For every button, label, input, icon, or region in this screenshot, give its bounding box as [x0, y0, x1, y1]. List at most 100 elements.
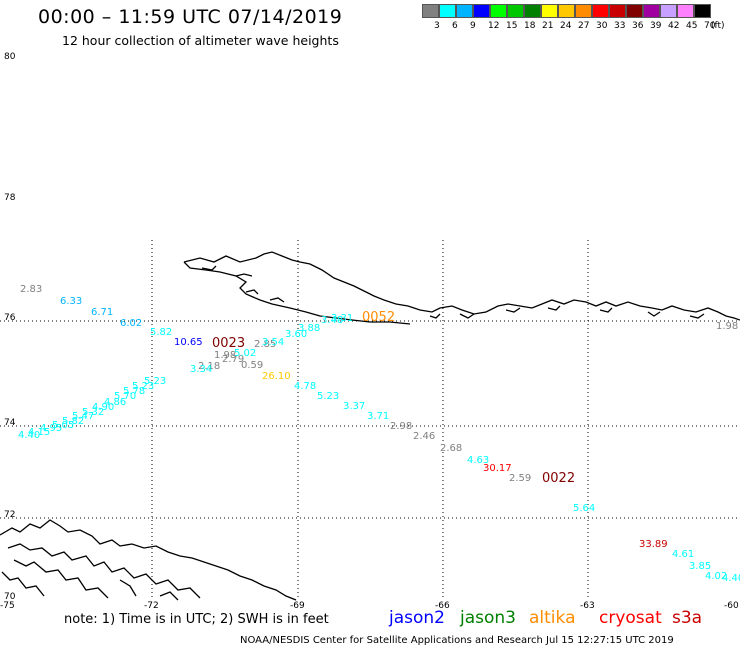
wave-height-value: 2.18 [198, 361, 220, 372]
latitude-label: 72 [4, 510, 16, 520]
scale-tick-label: 6 [452, 21, 458, 31]
longitude-label: -72 [144, 601, 159, 611]
satellite-legend-item: jason3 [460, 608, 516, 628]
wave-height-value: 4.15 [28, 427, 50, 438]
wave-height-value: 5.23 [144, 376, 166, 387]
wave-height-value: 5.47 [72, 411, 94, 422]
credit-line: NOAA/NESDIS Center for Satellite Applica… [240, 635, 674, 646]
scale-swatch [643, 4, 660, 18]
scale-swatch [592, 4, 609, 18]
wave-height-value: 3.34 [190, 364, 212, 375]
scale-tick-label: 15 [506, 21, 518, 31]
scale-tick-label: 27 [578, 21, 590, 31]
scale-swatch [422, 4, 439, 18]
wave-height-value: 3.37 [343, 401, 365, 412]
scale-tick-label: 36 [632, 21, 644, 31]
map-title: 00:00 – 11:59 UTC 07/14/2019 [38, 6, 343, 28]
scale-tick-label: 3 [434, 21, 440, 31]
longitude-label: -66 [435, 601, 450, 611]
wave-height-value: 5.82 [150, 327, 172, 338]
wave-height-observations: 2.836.336.716.025.8210.651.982.792.183.3… [18, 284, 740, 584]
cycle-labels: 0023 0052 0022 [212, 310, 575, 486]
scale-tick-label: 24 [560, 21, 572, 31]
wave-height-value: 5.82 [62, 416, 84, 427]
wave-height-value: 3.31 [331, 313, 353, 324]
map-subtitle: 12 hour collection of altimeter wave hei… [62, 33, 339, 48]
wave-height-value: 4.40 [722, 573, 740, 584]
wave-height-value: 2.68 [440, 443, 462, 454]
graticule [0, 240, 740, 600]
wave-height-value: 4.61 [672, 549, 694, 560]
scale-swatch [507, 4, 524, 18]
wave-height-value: 5.64 [573, 503, 595, 514]
wave-height-value: 3.88 [298, 323, 320, 334]
latitude-label: 78 [4, 193, 16, 203]
wave-height-value: 2.98 [390, 421, 412, 432]
wave-height-value: 5.05 [52, 420, 74, 431]
scale-swatch [490, 4, 507, 18]
wave-height-value: 10.65 [174, 337, 203, 348]
longitude-label: -60 [724, 601, 739, 611]
wave-height-value: 4.86 [104, 397, 126, 408]
wave-height-value: 3.71 [367, 411, 389, 422]
scale-swatch [575, 4, 592, 18]
scale-swatch [456, 4, 473, 18]
scale-tick-label: 42 [668, 21, 680, 31]
wave-height-value: 5.32 [82, 407, 104, 418]
cycle-label: 0052 [362, 310, 395, 325]
wave-height-value: 4.63 [467, 455, 489, 466]
wave-height-value: 33.89 [639, 539, 668, 550]
scale-tick-label: 9 [470, 21, 476, 31]
longitude-label: -63 [580, 601, 595, 611]
wave-height-value: 30.17 [483, 463, 512, 474]
wave-height-value: 6.71 [91, 307, 113, 318]
wave-height-value: 3.54 [262, 337, 284, 348]
wave-height-value: 5.70 [114, 391, 136, 402]
scale-tick-label: 12 [488, 21, 500, 31]
wave-height-value: 4.02 [705, 571, 727, 582]
scale-tick-label: 70 [704, 21, 716, 31]
scale-swatch [558, 4, 575, 18]
wave-height-value: 2.79 [222, 354, 244, 365]
latitude-label: 76 [4, 313, 16, 323]
wave-height-value: 3.48 [321, 315, 343, 326]
scale-tick-label: 30 [596, 21, 608, 31]
scale-swatch [677, 4, 694, 18]
scale-swatch [609, 4, 626, 18]
scale-unit: (ft) [711, 21, 725, 31]
footer-note: note: 1) Time is in UTC; 2) SWH is in fe… [64, 612, 329, 627]
wave-height-value: 6.33 [60, 296, 82, 307]
coastline [0, 251, 740, 601]
wave-height-value: 1.98 [716, 321, 738, 332]
latitude-label: 74 [4, 418, 16, 428]
wave-height-value: 5.23 [132, 381, 154, 392]
longitude-label: -69 [290, 601, 305, 611]
scale-tick-label: 33 [614, 21, 626, 31]
wave-height-value: 2.59 [509, 473, 531, 484]
scale-swatch [524, 4, 541, 18]
scale-tick-label: 39 [650, 21, 662, 31]
color-scale [422, 4, 728, 20]
wave-height-value: 3.60 [285, 329, 307, 340]
wave-height-value: 1.98 [214, 350, 236, 361]
satellite-legend-item: altika [529, 608, 576, 628]
wave-height-value: 4.40 [18, 430, 40, 441]
wave-height-value: 2.85 [254, 339, 276, 350]
wave-height-value: 3.85 [689, 561, 711, 572]
latitude-label: 70 [4, 592, 16, 602]
scale-swatch [439, 4, 456, 18]
wave-height-value: 26.10 [262, 371, 291, 382]
wave-height-value: 2.46 [413, 431, 435, 442]
satellite-legend-item: cryosat [599, 608, 662, 628]
scale-swatch [626, 4, 643, 18]
scale-swatch [660, 4, 677, 18]
wave-height-value: 0.59 [241, 360, 263, 371]
scale-tick-label: 45 [686, 21, 698, 31]
wave-height-value: 4.95 [40, 423, 62, 434]
longitude-label: -75 [0, 601, 15, 611]
latitude-label: 80 [4, 52, 16, 62]
wave-height-value: 2.83 [20, 284, 42, 295]
cycle-label: 0022 [542, 471, 575, 486]
scale-tick-label: 18 [524, 21, 536, 31]
